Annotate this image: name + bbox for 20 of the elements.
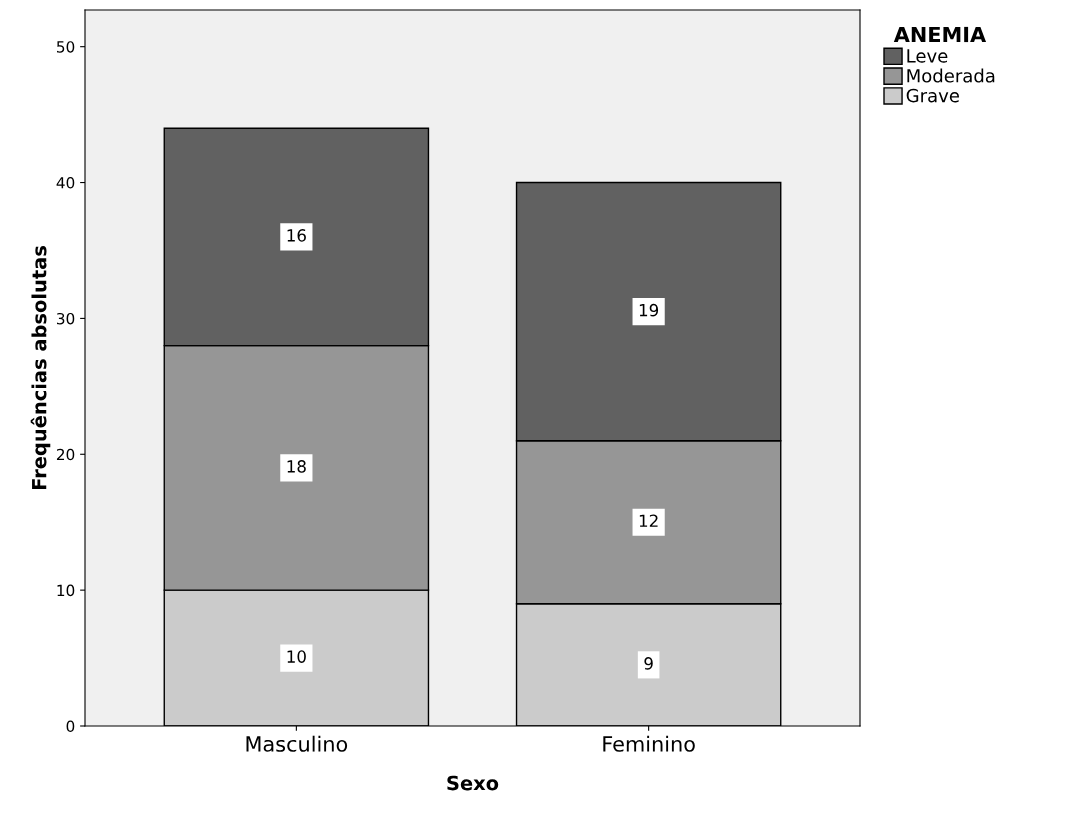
x-tick-label: Masculino	[246, 735, 348, 752]
y-axis-title: Frequências absolutas	[30, 246, 51, 490]
data-label: 18	[287, 460, 306, 473]
legend-label: Moderada	[907, 68, 995, 83]
legend-label: Grave	[906, 88, 959, 103]
data-label: 9	[644, 657, 653, 670]
legend-label: Leve	[907, 49, 948, 63]
y-tick-label: 20	[56, 448, 75, 461]
data-label: 10	[287, 650, 306, 663]
legend-title: ANEMIA	[893, 26, 987, 43]
y-tick-label: 0	[66, 720, 75, 733]
y-tick-label: 40	[56, 177, 75, 189]
x-axis-title: Sexo	[447, 775, 499, 791]
x-tick-label: Feminino	[603, 735, 695, 752]
y-tick-label: 10	[57, 584, 75, 597]
data-label: 12	[639, 514, 658, 527]
data-label: 16	[287, 229, 306, 242]
y-tick-label: 30	[57, 312, 75, 325]
y-tick-label: 50	[57, 41, 75, 53]
data-label: 19	[639, 303, 659, 317]
